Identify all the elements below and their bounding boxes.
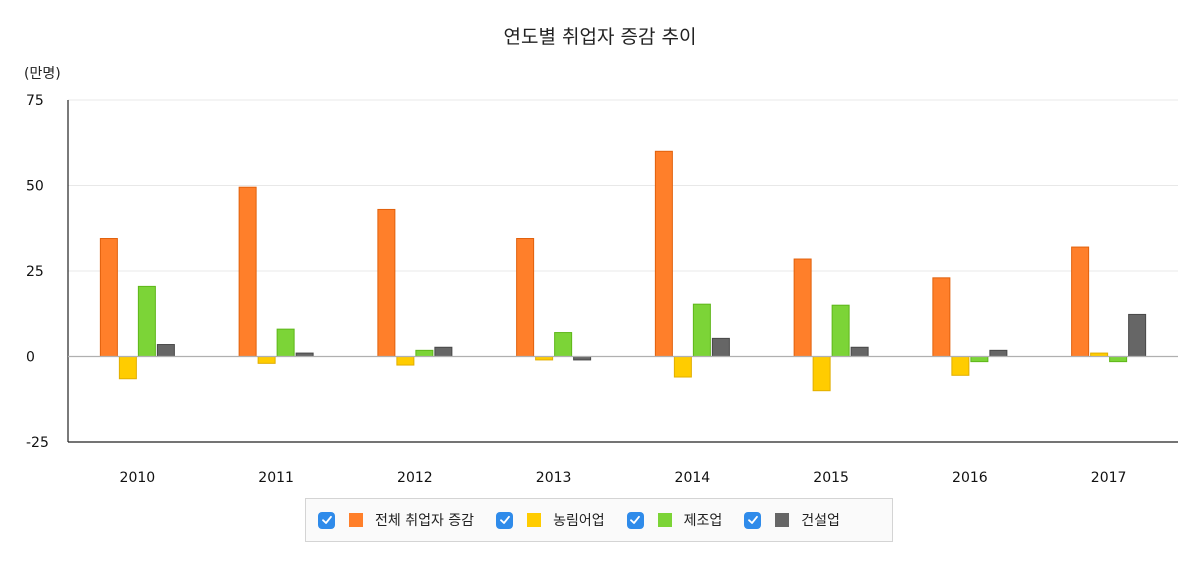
legend-label: 건설업: [801, 513, 840, 529]
bar-2011-3[interactable]: [276, 328, 295, 358]
bar-2017-1[interactable]: [1071, 246, 1090, 357]
axes: 75 50 25 0 -25 2010 2011 2012 2013 2014 2015 2016 20…: [26, 93, 1178, 486]
bar-2016-3[interactable]: [970, 356, 989, 363]
bar-2010-2[interactable]: [118, 356, 137, 380]
chart-title: 연도별 취업자 증감 추이: [503, 26, 697, 48]
bar-2015-1[interactable]: [793, 258, 812, 357]
x-tick-label: 2016: [952, 470, 988, 486]
bar-2012-3[interactable]: [415, 349, 434, 357]
bar-2013-3[interactable]: [554, 332, 573, 357]
checkbox-checked-icon[interactable]: [626, 511, 644, 529]
bar-2012-1[interactable]: [377, 208, 396, 357]
bar-2012-4[interactable]: [434, 346, 453, 357]
legend-swatch: [775, 513, 790, 527]
bar-2017-3[interactable]: [1109, 356, 1128, 363]
x-tick-label: 2012: [397, 470, 433, 486]
bar-2014-1[interactable]: [654, 150, 673, 357]
x-tick-label: 2015: [813, 470, 849, 486]
legend-label: 제조업: [683, 513, 723, 529]
x-tick-label: 2017: [1091, 470, 1127, 486]
legend-swatch: [657, 513, 672, 527]
y-tick-label: 75: [26, 93, 44, 109]
bar-2012-2[interactable]: [396, 356, 415, 366]
bar-2017-4[interactable]: [1128, 313, 1147, 357]
bar-2010-1[interactable]: [99, 238, 118, 357]
legend-item-2[interactable]: 농림어업: [496, 510, 605, 530]
x-tick-label: 2014: [675, 470, 711, 486]
bar-2014-4[interactable]: [711, 337, 730, 357]
gridlines: [68, 99, 1178, 272]
legend-swatch: [349, 513, 363, 527]
y-tick-label: 25: [26, 264, 44, 280]
checkbox-checked-icon[interactable]: [318, 511, 335, 529]
checkbox-checked-icon[interactable]: [744, 511, 762, 529]
bar-2011-1[interactable]: [238, 186, 257, 357]
legend: 전체 취업자 증감 농림어업 제조업 건설업: [305, 498, 893, 542]
legend-label: 농림어업: [553, 513, 605, 529]
legend-item-1[interactable]: 전체 취업자 증감: [318, 510, 474, 530]
x-tick-label: 2010: [120, 470, 156, 486]
y-tick-label: -25: [26, 435, 49, 451]
legend-item-4[interactable]: 건설업: [744, 510, 840, 530]
legend-item-3[interactable]: 제조업: [626, 510, 723, 530]
bar-2011-2[interactable]: [257, 356, 276, 364]
legend-label: 전체 취업자 증감: [375, 513, 475, 529]
bars: [99, 150, 1147, 392]
y-tick-label: 0: [26, 350, 35, 366]
y-axis-unit-label: (만명): [24, 66, 61, 82]
bar-2016-4[interactable]: [989, 349, 1008, 357]
bar-2014-2[interactable]: [673, 356, 692, 378]
legend-swatch: [527, 513, 542, 527]
bar-2010-4[interactable]: [156, 344, 175, 357]
y-tick-label: 50: [26, 179, 44, 195]
checkbox-checked-icon[interactable]: [496, 511, 514, 529]
bar-2015-2[interactable]: [812, 356, 831, 392]
x-tick-label: 2011: [258, 470, 294, 486]
bar-2013-1[interactable]: [516, 238, 535, 357]
bar-2015-3[interactable]: [831, 304, 850, 358]
bar-2014-3[interactable]: [692, 303, 711, 358]
bar-2016-2[interactable]: [951, 356, 970, 376]
bar-2015-4[interactable]: [850, 346, 869, 357]
bar-2016-1[interactable]: [932, 277, 951, 357]
bar-2010-3[interactable]: [137, 285, 156, 358]
x-tick-label: 2013: [536, 470, 572, 486]
